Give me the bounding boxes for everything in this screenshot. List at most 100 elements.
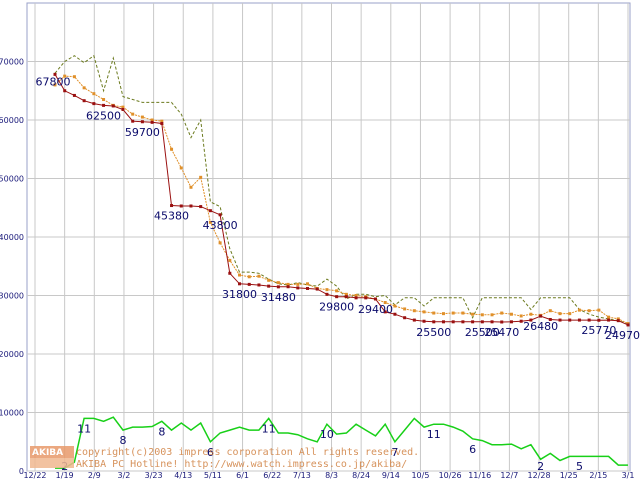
point-min-7 <box>121 107 125 111</box>
point-min-50 <box>539 314 543 318</box>
point-avg-45 <box>490 313 494 317</box>
point-avg-1 <box>63 74 67 78</box>
point-min-0 <box>53 72 57 76</box>
series-line-min <box>54 74 629 326</box>
point-avg-36 <box>403 307 407 311</box>
point-avg-9 <box>140 115 144 119</box>
x-tick-label-6: 5/11 <box>204 471 222 480</box>
point-min-38 <box>422 319 426 323</box>
point-min-42 <box>461 320 465 324</box>
point-avg-40 <box>441 312 445 316</box>
x-tick-label-18: 1/25 <box>560 471 578 480</box>
point-min-16 <box>208 209 212 213</box>
point-avg-51 <box>548 309 552 313</box>
point-min-17 <box>218 213 222 217</box>
point-min-22 <box>267 284 271 288</box>
x-tick-label-19: 2/15 <box>589 471 607 480</box>
data-label-count-19: 6 <box>207 446 214 459</box>
watermark: AKIBA copyright(c)2003 impress corporati… <box>30 446 419 470</box>
point-avg-55 <box>587 309 591 313</box>
point-avg-57 <box>607 315 611 319</box>
point-avg-58 <box>616 317 620 321</box>
y-tick-label-0: 0 <box>19 467 24 476</box>
point-avg-47 <box>509 312 513 316</box>
x-tick-label-14: 10/26 <box>439 471 462 480</box>
data-label-min-4: 43800 <box>203 219 238 232</box>
point-min-59 <box>626 323 630 327</box>
point-avg-13 <box>179 166 183 170</box>
point-min-34 <box>383 310 387 314</box>
data-label-min-3: 45380 <box>154 210 189 223</box>
x-tick-label-13: 10/5 <box>411 471 429 480</box>
point-min-25 <box>296 286 300 290</box>
point-min-29 <box>335 295 339 299</box>
point-min-23 <box>276 285 280 289</box>
point-avg-53 <box>568 312 572 316</box>
point-avg-21 <box>257 274 261 278</box>
point-avg-24 <box>286 282 290 286</box>
data-label-count-25: 2 <box>537 460 544 473</box>
point-min-45 <box>490 320 494 324</box>
point-min-15 <box>199 205 203 209</box>
point-min-13 <box>179 204 183 208</box>
point-avg-15 <box>199 175 203 179</box>
y-tick-label-2: 20000 <box>0 350 24 359</box>
point-min-52 <box>558 318 562 322</box>
point-min-27 <box>315 287 319 291</box>
point-avg-22 <box>267 278 271 282</box>
point-avg-34 <box>383 301 387 305</box>
x-tick-label-9: 7/13 <box>293 471 311 480</box>
point-min-48 <box>519 319 523 323</box>
point-min-36 <box>403 316 407 320</box>
point-min-40 <box>441 320 445 324</box>
point-min-44 <box>480 320 484 324</box>
point-avg-49 <box>529 312 533 316</box>
point-avg-41 <box>451 311 455 315</box>
point-min-30 <box>344 295 348 299</box>
data-label-count-22: 7 <box>391 446 398 459</box>
point-min-19 <box>238 282 242 286</box>
point-min-33 <box>373 297 377 301</box>
point-avg-39 <box>432 311 436 315</box>
point-avg-10 <box>150 118 154 122</box>
point-avg-30 <box>344 292 348 296</box>
data-label-count-23: 11 <box>427 428 441 441</box>
point-min-9 <box>140 120 144 124</box>
point-min-4 <box>92 102 96 106</box>
y-axis-tick-labels: 0 10000 20000 30000 40000 50000 60000 70000 <box>0 58 24 477</box>
point-avg-28 <box>325 288 329 292</box>
point-avg-25 <box>296 282 300 286</box>
data-label-min-12: 26480 <box>523 320 558 333</box>
point-avg-37 <box>412 309 416 313</box>
point-min-35 <box>393 312 397 316</box>
point-min-57 <box>607 318 611 322</box>
point-avg-17 <box>218 241 222 245</box>
point-min-28 <box>325 292 329 296</box>
point-min-31 <box>354 296 358 300</box>
point-min-49 <box>529 318 533 322</box>
y-tick-label-1: 10000 <box>0 409 24 418</box>
y-tick-label-7: 70000 <box>0 58 24 67</box>
data-label-count-17: 8 <box>119 434 126 447</box>
x-tick-label-4: 3/23 <box>145 471 163 480</box>
data-label-min-7: 29800 <box>319 301 354 314</box>
point-min-8 <box>131 119 135 123</box>
point-avg-4 <box>92 92 96 96</box>
x-tick-label-5: 4/13 <box>174 471 192 480</box>
data-label-min-9: 25500 <box>416 326 451 339</box>
point-min-56 <box>597 318 601 322</box>
y-tick-label-3: 30000 <box>0 292 24 301</box>
point-avg-14 <box>189 185 193 189</box>
point-min-3 <box>82 99 86 103</box>
point-avg-3 <box>82 86 86 90</box>
watermark-logo-box-top <box>30 446 74 458</box>
point-avg-48 <box>519 314 523 318</box>
data-label-min-2: 59700 <box>125 126 160 139</box>
point-min-20 <box>247 282 251 286</box>
x-tick-label-7: 6/1 <box>236 471 249 480</box>
point-min-39 <box>432 320 436 324</box>
x-tick-label-15: 11/16 <box>468 471 491 480</box>
watermark-logo-box-bottom <box>30 458 74 468</box>
x-tick-label-16: 12/7 <box>500 471 518 480</box>
